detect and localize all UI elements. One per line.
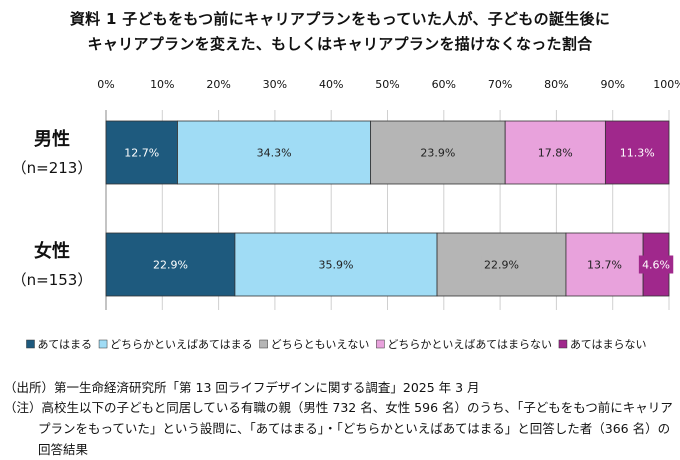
source-prefix: （出所） [4, 380, 55, 395]
legend-swatch [26, 339, 35, 349]
note-text: 高校生以下の子どもと同居している有職の親（男性 732 名、女性 596 名）の… [38, 400, 673, 457]
source-text: 第一生命経済研究所「第 13 回ライフデザインに関する調査」2025 年 3 月 [54, 380, 480, 395]
chart-title-line-2: キャリアプランを変えた、もしくはキャリアプランを描けなくなった割合 [87, 35, 593, 53]
data-label-box [584, 255, 626, 274]
data-label-box [616, 143, 658, 162]
legend-label: あてはまる [37, 338, 92, 351]
data-label: 22.9% [153, 259, 188, 272]
x-tick-label: 40% [319, 78, 343, 91]
legend-label: どちらかといえばあてはまる [110, 338, 253, 351]
data-label: 13.7% [587, 259, 622, 272]
category-sublabel: （n=213） [12, 159, 93, 177]
stacked-bar-chart: 0% 10% 20% 30% 40% 50% 60% 70% 80% 90% 100% 12.7% 3… [12, 78, 680, 351]
data-label-box [315, 255, 357, 274]
x-tick-label: 90% [600, 78, 624, 91]
x-tick-label: 60% [432, 78, 456, 91]
legend: あてはまる どちらかといえばあてはまる どちらともいえない どちらかといえばあてはまら… [26, 338, 647, 351]
legend-label: あてはまらない [570, 338, 647, 351]
x-tick-label: 50% [375, 78, 399, 91]
category-label: 男性 [34, 128, 70, 150]
legend-swatch [259, 339, 268, 349]
legend-swatch [98, 339, 108, 349]
category-sublabel: （n=153） [12, 271, 93, 289]
x-axis-ticks: 0% 10% 20% 30% 40% 50% 60% 70% 80% 90% 100% [97, 78, 680, 91]
data-label-box [149, 255, 191, 274]
x-tick-label: 20% [206, 78, 230, 91]
data-label-box [253, 143, 295, 162]
data-label-box [417, 143, 459, 162]
x-tick-label: 80% [544, 78, 568, 91]
chart-title-line-1: 資料 1 子どもをもつ前にキャリアプランをもっていた人が、子どもの誕生後に [69, 10, 611, 28]
x-tick-label: 30% [263, 78, 287, 91]
data-label: 4.6% [642, 259, 670, 272]
data-label: 11.3% [620, 147, 655, 160]
legend-label: どちらともいえない [271, 338, 370, 351]
source-note: （出所）第一生命経済研究所「第 13 回ライフデザインに関する調査」2025 年… [4, 377, 480, 398]
category-label: 女性 [34, 240, 70, 262]
bars: 12.7% 34.3% 23.9% 17.8% 11.3% 22.9% 35.9% 22.9%… [105, 120, 674, 297]
x-tick-label: 100% [653, 78, 680, 91]
data-label: 12.7% [124, 147, 159, 160]
legend-label: どちらかといえばあてはまらない [387, 338, 552, 351]
data-label: 22.9% [484, 259, 519, 272]
data-label: 34.3% [257, 147, 292, 160]
legend-swatch [376, 339, 385, 349]
data-label: 17.8% [538, 147, 573, 160]
x-tick-label: 70% [488, 78, 512, 91]
x-tick-label: 10% [150, 78, 174, 91]
category-labels: 男性 （n=213） 女性 （n=153） [12, 128, 93, 289]
data-label: 23.9% [420, 147, 455, 160]
legend-swatch [558, 339, 568, 349]
data-label-box [534, 143, 576, 162]
data-label: 35.9% [319, 259, 354, 272]
note-prefix: （注） [4, 400, 42, 415]
data-label-box [481, 255, 523, 274]
footnote: （注） 高校生以下の子どもと同居している有職の親（男性 732 名、女性 596… [4, 397, 676, 460]
x-tick-label: 0% [97, 78, 114, 91]
data-label-box [121, 143, 163, 162]
data-label-box [638, 255, 674, 274]
